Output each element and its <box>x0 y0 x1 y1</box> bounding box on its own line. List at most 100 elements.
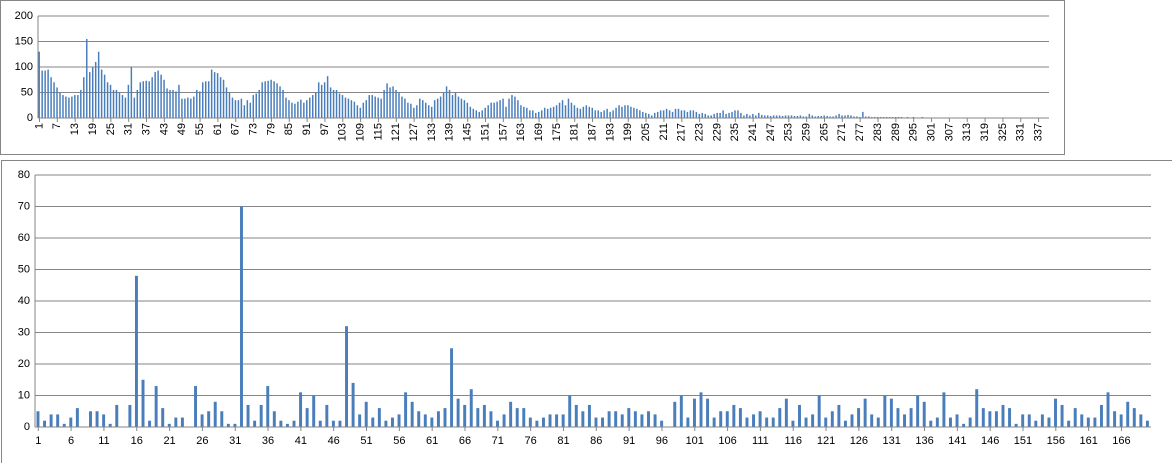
bar <box>246 100 249 118</box>
bar <box>968 417 972 427</box>
bar <box>249 102 252 118</box>
bar <box>314 92 317 118</box>
bar <box>294 103 296 118</box>
bar <box>347 98 350 118</box>
bar <box>50 77 52 118</box>
bar <box>127 84 130 118</box>
bar <box>187 97 189 118</box>
bar <box>994 411 998 427</box>
bar <box>784 115 787 118</box>
bar <box>802 116 805 118</box>
y-tick-label: 80 <box>18 169 30 181</box>
bar <box>942 392 946 427</box>
bar <box>719 411 723 427</box>
bar <box>868 116 870 118</box>
bar <box>568 395 572 427</box>
bar <box>728 112 730 118</box>
bar <box>317 82 320 118</box>
bar <box>220 411 224 427</box>
bar <box>1126 401 1130 427</box>
x-tick-label: 199 <box>622 123 634 141</box>
bar <box>267 80 269 118</box>
bar <box>552 106 555 118</box>
bar <box>216 73 219 118</box>
bar <box>837 404 841 427</box>
bar <box>62 423 66 427</box>
bar <box>371 417 375 427</box>
bar <box>351 382 355 427</box>
bar <box>95 411 99 427</box>
bar <box>384 420 388 427</box>
x-tick-label: 337 <box>1032 123 1044 141</box>
bar <box>648 113 650 118</box>
bar <box>639 110 641 118</box>
bar <box>765 417 769 427</box>
bar <box>508 98 510 118</box>
bar <box>737 110 739 118</box>
bar <box>771 417 775 427</box>
bar <box>745 417 749 427</box>
bar <box>680 110 683 118</box>
bar <box>416 105 418 118</box>
bar <box>738 408 742 427</box>
bar <box>1040 414 1044 427</box>
bar <box>178 84 180 118</box>
bar <box>609 111 611 118</box>
bar <box>585 105 588 118</box>
bar <box>134 275 138 427</box>
y-tick-label: 50 <box>18 263 30 275</box>
x-tick-label: 163 <box>515 123 527 141</box>
chart-top: 0 50 100 150 200 1 7 13 19 25 31 37 43 49 55 61 67 73 79 85… <box>0 0 1065 155</box>
bar <box>181 98 183 118</box>
bar <box>259 404 263 427</box>
bar <box>356 105 359 118</box>
x-tick-label: 289 <box>890 123 902 141</box>
bar <box>906 116 909 118</box>
bar <box>427 105 430 118</box>
y-tick-label: 0 <box>24 421 30 433</box>
bar <box>900 116 903 118</box>
x-tick-label: 109 <box>355 123 367 141</box>
bar <box>698 113 701 118</box>
bar <box>41 70 43 118</box>
x-tick-label: 145 <box>462 123 474 141</box>
bar <box>1060 404 1064 427</box>
x-tick-label: 283 <box>872 123 884 141</box>
bar <box>451 95 454 118</box>
bar <box>445 86 448 118</box>
x-tick-label: 217 <box>676 123 688 141</box>
bar <box>838 113 840 118</box>
bar <box>106 82 109 118</box>
bar <box>732 404 736 427</box>
bar <box>475 110 478 118</box>
bar <box>404 98 406 118</box>
x-tick-label: 166 <box>1112 435 1130 447</box>
x-tick-label: 235 <box>729 123 741 141</box>
bar <box>731 111 733 118</box>
bar <box>410 401 414 427</box>
x-tick-label: 136 <box>915 435 933 447</box>
bar <box>935 417 939 427</box>
bar <box>94 61 97 118</box>
x-tick-label: 307 <box>943 123 955 141</box>
bar <box>793 115 796 118</box>
bar <box>493 102 495 118</box>
bar <box>450 348 454 427</box>
bar <box>482 404 486 427</box>
x-tick-label: 161 <box>1079 435 1097 447</box>
bar <box>350 100 353 118</box>
bar <box>89 411 92 427</box>
bar <box>662 110 665 118</box>
bar <box>642 111 644 118</box>
bar <box>871 116 873 118</box>
x-tick-label: 103 <box>337 123 349 141</box>
bar <box>272 411 276 427</box>
x-tick-label: 277 <box>854 123 866 141</box>
bar <box>97 51 100 119</box>
bar <box>511 95 513 118</box>
x-tick-label: 6 <box>68 435 74 447</box>
bar <box>548 414 552 427</box>
x-tick-label: 156 <box>1047 435 1065 447</box>
x-tick-label: 51 <box>360 435 372 447</box>
